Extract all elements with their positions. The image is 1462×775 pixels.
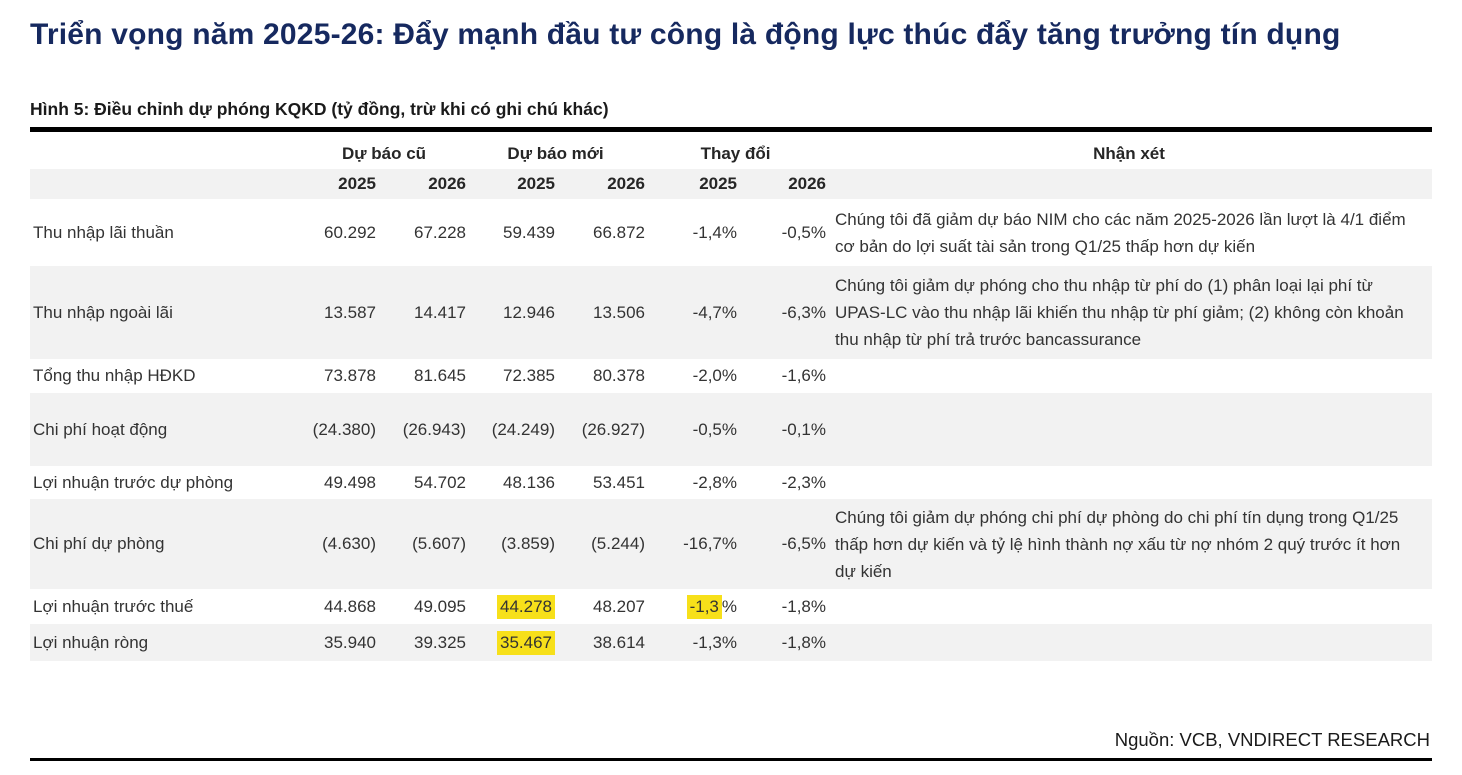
value-cell: 13.506 [593, 302, 646, 322]
table-row: Tổng thu nhập HĐKD 73.878 81.645 72.385 80.3… [30, 359, 1432, 393]
year-header: 2025 [338, 174, 376, 193]
value-cell: -0,5% [692, 419, 738, 439]
value-cell: -4,7% [692, 302, 738, 322]
year-header: 2026 [788, 174, 827, 193]
highlighted-value: 35.467 [497, 630, 556, 655]
column-group-new-forecast: Dự báo mới [507, 143, 604, 163]
value-cell: -1,3% [692, 632, 738, 652]
row-label: Tổng thu nhập HĐKD [33, 366, 196, 385]
value-cell: 67.228 [414, 222, 467, 242]
value-cell: (4.630) [322, 534, 376, 553]
value-cell: 12.946 [503, 302, 556, 322]
highlighted-value: 44.278 [497, 594, 556, 619]
value-cell: 81.645 [414, 366, 467, 385]
comment-cell [826, 359, 1432, 393]
bottom-divider [30, 758, 1432, 761]
value-cell: 53.451 [593, 472, 646, 492]
row-label: Chi phí dự phòng [33, 534, 165, 553]
value-cell: 44.868 [324, 596, 376, 616]
value-cell: 39.325 [414, 632, 467, 652]
value-cell: -1,4% [692, 222, 738, 242]
value-cell: 38.614 [593, 632, 646, 652]
comment-cell: Chúng tôi giảm dự phóng chi phí dự phòng… [835, 507, 1401, 581]
table-row: Lợi nhuận trước dự phòng 49.498 54.702 48.1… [30, 466, 1432, 499]
year-header: 2025 [517, 174, 556, 193]
value-cell: 66.872 [593, 222, 646, 242]
value-cell: 49.095 [414, 596, 467, 616]
row-label: Chi phí hoạt động [33, 419, 168, 439]
column-group-comment: Nhận xét [1093, 143, 1165, 163]
value-cell: -1,3% [645, 589, 737, 624]
value-cell: (3.859) [501, 534, 556, 553]
row-label: Lợi nhuận trước thuế [33, 596, 194, 616]
value-cell: 44.278 [466, 589, 556, 624]
comment-cell: Chúng tôi giảm dự phóng cho thu nhập từ … [835, 276, 1404, 349]
table-header: Dự báo cũ Dự báo mới Thay đổi Nhận xét 2… [30, 132, 1433, 199]
empty-header-cell [30, 169, 302, 199]
value-cell: 13.587 [324, 302, 376, 322]
row-label: Lợi nhuận trước dự phòng [33, 472, 234, 492]
comment-cell: Chúng tôi đã giảm dự báo NIM cho các năm… [835, 209, 1406, 256]
value-cell: -2,3% [781, 472, 827, 492]
value-cell: (5.244) [591, 534, 646, 553]
value-cell: -2,8% [692, 472, 738, 492]
value-cell: 60.292 [324, 222, 376, 242]
highlighted-value: -1,3 [686, 594, 722, 619]
year-header: 2026 [607, 174, 646, 193]
value-cell: (5.607) [412, 534, 467, 553]
table-row: Thu nhập ngoài lãi 13.587 14.417 12.946 13.5… [30, 266, 1433, 359]
table-row: Chi phí hoạt động (24.380) (26.943) (24.249… [30, 393, 1433, 466]
comment-cell [826, 624, 1432, 661]
value-cell: -6,5% [781, 534, 827, 553]
comment-cell [826, 393, 1432, 466]
table-row: Chi phí dự phòng (4.630) (5.607) (3.859) (5.… [30, 499, 1433, 589]
value-cell: 49.498 [324, 472, 376, 492]
row-label: Thu nhập lãi thuần [33, 222, 174, 242]
value-cell: -1,8% [781, 632, 827, 652]
empty-header-cell [30, 132, 302, 169]
table-row: Lợi nhuận trước thuế 44.868 49.095 44.278 48… [30, 589, 1432, 624]
empty-header-cell [826, 169, 1432, 199]
value-cell: -1,6% [781, 366, 827, 385]
comment-cell [826, 589, 1432, 624]
value-cell: -2,0% [692, 366, 738, 385]
value-cell: -16,7% [683, 534, 738, 553]
value-cell: -0,1% [781, 419, 827, 439]
row-label: Thu nhập ngoài lãi [33, 302, 173, 322]
table-row: Lợi nhuận ròng 35.940 39.325 35.467 38.614 -1… [30, 624, 1433, 661]
value-cell: 80.378 [593, 366, 646, 385]
value-cell: (26.927) [581, 419, 646, 439]
year-header: 2026 [428, 174, 467, 193]
value-cell: (24.380) [312, 419, 376, 439]
value-cell: 72.385 [503, 366, 556, 385]
forecast-table-wrap: Dự báo cũ Dự báo mới Thay đổi Nhận xét 2… [30, 127, 1433, 661]
column-group-change: Thay đổi [700, 143, 771, 163]
year-header: 2025 [699, 174, 738, 193]
value-cell: -6,3% [781, 302, 827, 322]
value-cell: 73.878 [324, 366, 376, 385]
forecast-table-body: Thu nhập lãi thuần 60.292 67.228 59.439 66.8… [30, 199, 1433, 661]
forecast-table: Dự báo cũ Dự báo mới Thay đổi Nhận xét 2… [30, 132, 1433, 661]
column-group-old-forecast: Dự báo cũ [341, 143, 427, 163]
page-title: Triển vọng năm 2025-26: Đẩy mạnh đầu tư … [30, 18, 1341, 51]
value-cell: 35.940 [324, 632, 376, 652]
value-cell: (26.943) [402, 419, 467, 439]
value-cell: 48.207 [593, 596, 646, 616]
value-cell: 14.417 [414, 302, 467, 322]
value-cell: 54.702 [414, 472, 467, 492]
value-cell: -0,5% [781, 222, 827, 242]
value-cell: 35.467 [466, 624, 556, 661]
comment-cell [826, 466, 1432, 499]
value-cell: (24.249) [491, 419, 556, 439]
value-cell: -1,8% [781, 596, 827, 616]
source-note: Nguồn: VCB, VNDIRECT RESEARCH [1114, 729, 1430, 750]
value-cell: 48.136 [503, 472, 556, 492]
year-header-row: 2025 2026 2025 2026 2025 2026 [30, 169, 1433, 199]
value-cell: 59.439 [503, 222, 556, 242]
table-row: Thu nhập lãi thuần 60.292 67.228 59.439 66.8… [30, 199, 1432, 266]
figure-caption: Hình 5: Điều chỉnh dự phóng KQKD (tỷ đồn… [30, 99, 609, 119]
column-group-row: Dự báo cũ Dự báo mới Thay đổi Nhận xét [30, 132, 1432, 169]
row-label: Lợi nhuận ròng [33, 632, 149, 652]
